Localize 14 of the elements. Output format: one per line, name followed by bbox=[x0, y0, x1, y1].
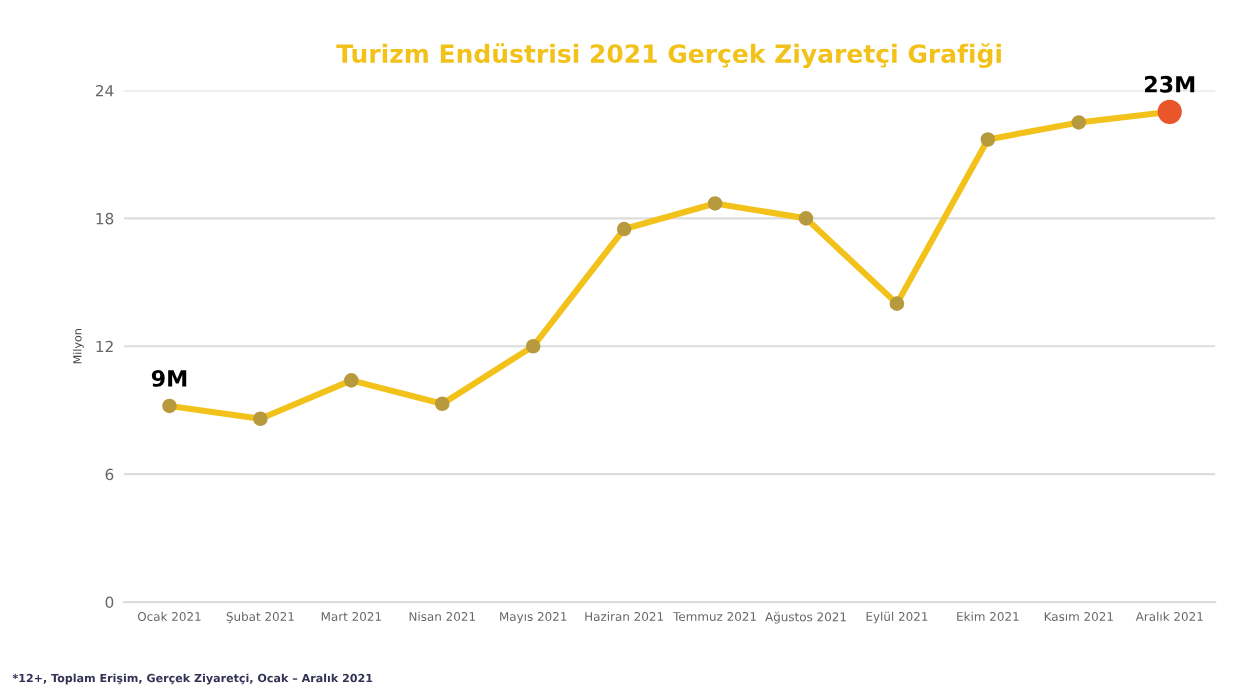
point bbox=[798, 211, 814, 226]
point bbox=[344, 373, 359, 388]
point bbox=[162, 398, 177, 414]
point bbox=[980, 132, 996, 147]
point bbox=[525, 338, 541, 354]
point bbox=[707, 196, 723, 211]
chart-title: Turizm Endüstrisi 2021 Gerçek Ziyaretçi Grafiği bbox=[336, 43, 1001, 69]
annotation: 9M bbox=[151, 370, 187, 387]
point bbox=[253, 411, 268, 427]
point bbox=[1071, 115, 1087, 130]
point bbox=[889, 296, 905, 311]
annotation: 23M bbox=[1144, 75, 1195, 93]
point bbox=[616, 221, 632, 237]
point bbox=[434, 396, 450, 412]
